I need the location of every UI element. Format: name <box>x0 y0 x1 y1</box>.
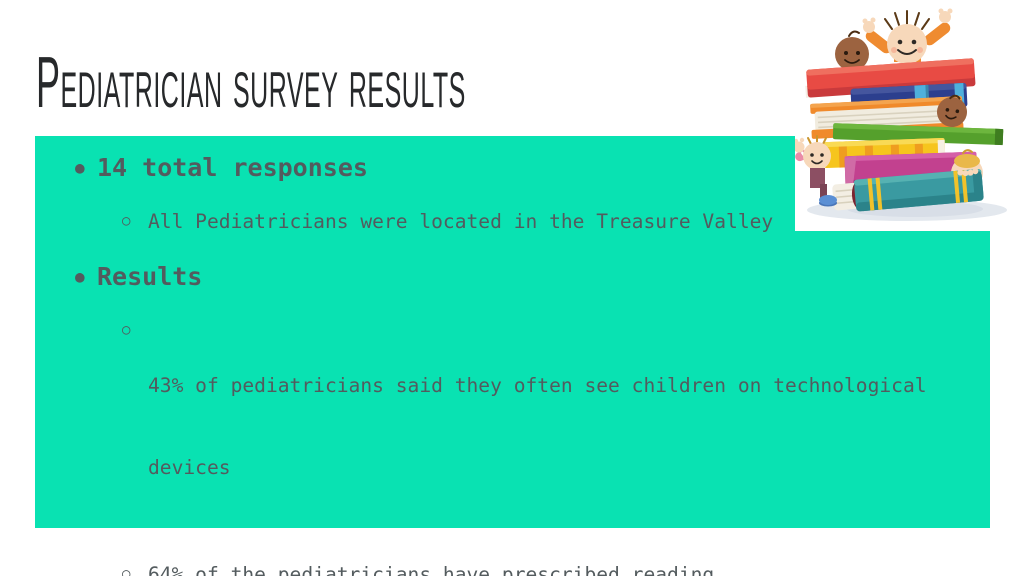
bullet-line: devices <box>148 456 231 479</box>
bullet-marker-filled: ● <box>75 158 85 177</box>
book-red <box>805 58 976 98</box>
bullet-item: ○ 43% of pediatricians said they often s… <box>0 317 1024 537</box>
bullet-item: ○ 64% of the pediatricians have prescrib… <box>0 561 1024 576</box>
kid-brown-top <box>835 30 869 71</box>
bullet-marker-hollow: ○ <box>122 213 131 229</box>
kid-left <box>795 135 831 199</box>
stack-of-books-with-kids-graphic <box>795 8 1007 221</box>
bullet-item: ○ All Pediatricians were located in the … <box>0 208 1024 236</box>
book-green <box>832 123 1004 146</box>
bullet-line: Results <box>97 261 203 291</box>
bullet-marker-hollow: ○ <box>122 321 131 338</box>
books-illustration <box>795 0 1024 231</box>
book-teal <box>832 168 984 212</box>
kid-brown-middle <box>937 94 967 127</box>
bullet-line: All Pediatricians were located in the Tr… <box>148 210 774 233</box>
bullet-list: ● 14 total responses ○ All Pediatricians… <box>0 136 1024 576</box>
slide-title: Pediatrician survey results <box>36 43 466 123</box>
kid-left-shoe <box>819 195 837 207</box>
bullet-line: 64% of the pediatricians have prescribed… <box>148 562 715 576</box>
bullet-line: 14 total responses <box>97 153 368 182</box>
kid-spiky-top <box>862 8 953 72</box>
bullet-marker-hollow: ○ <box>122 565 131 576</box>
bullet-item: ● Results <box>0 262 1024 291</box>
bullet-item: ● 14 total responses <box>0 153 1024 182</box>
kid-blonde-right-fingers <box>957 168 979 177</box>
bullet-marker-filled: ● <box>75 266 85 286</box>
bullet-line: 43% of pediatricians said they often see… <box>148 373 927 397</box>
